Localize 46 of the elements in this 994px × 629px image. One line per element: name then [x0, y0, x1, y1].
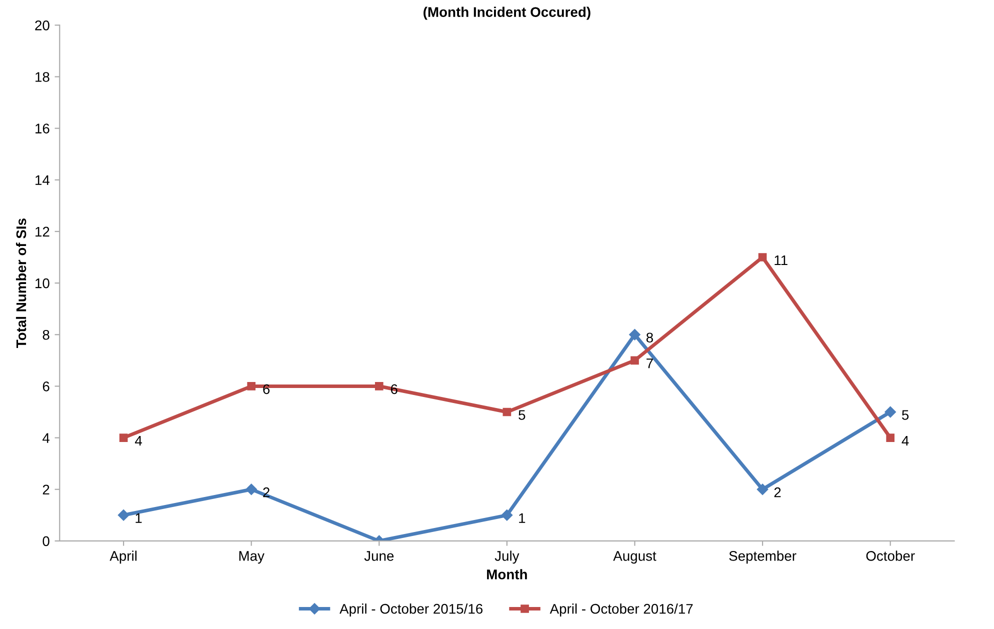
point — [118, 510, 130, 521]
y-tick-label: 18 — [36, 72, 50, 82]
point — [247, 382, 256, 390]
chart-title: (Month Incident Occured) — [424, 6, 590, 20]
data-label: 1 — [136, 513, 142, 523]
x-tick-label: May — [239, 551, 264, 564]
x-tick-label: August — [613, 551, 656, 564]
data-label: 2 — [774, 487, 781, 498]
point — [886, 434, 895, 442]
y-tick-label: 2 — [42, 484, 50, 494]
point — [630, 356, 639, 365]
legend-label: April - October 2015/16 — [340, 604, 483, 616]
data-label: 8 — [646, 332, 653, 343]
x-tick-label: April — [110, 550, 137, 564]
y-tick-label: 10 — [36, 278, 50, 288]
data-label: 1 — [519, 513, 526, 523]
point — [374, 382, 384, 390]
data-label: 4 — [902, 436, 909, 446]
point — [502, 408, 512, 416]
y-tick-label: 8 — [42, 330, 50, 340]
x-tick-label: October — [866, 550, 915, 561]
point — [756, 484, 768, 495]
x-tick-label: September — [729, 550, 796, 564]
y-tick-label: 16 — [36, 124, 50, 134]
y-tick-label: 14 — [36, 175, 50, 185]
data-label: 5 — [902, 410, 909, 420]
y-tick-label: 4 — [42, 433, 50, 443]
x-tick-label: June — [364, 551, 394, 561]
y-tick-label: 0 — [42, 536, 50, 546]
point — [884, 406, 896, 418]
data-label: 7 — [646, 358, 653, 368]
data-label: 4 — [134, 436, 142, 446]
y-tick-label: 6 — [42, 382, 50, 392]
data-label: 5 — [518, 410, 526, 420]
x-axis-title: Month — [487, 569, 527, 580]
y-tick-label: 12 — [36, 226, 50, 237]
point — [758, 253, 767, 262]
point — [629, 329, 640, 340]
y-axis-title: Total Number of SIs — [16, 218, 26, 348]
point — [501, 510, 513, 521]
point — [119, 434, 128, 442]
legend-label: April - October 2016/17 — [550, 604, 693, 616]
x-tick-label: July — [494, 550, 520, 564]
data-label: 11 — [774, 255, 788, 266]
y-tick-label: 20 — [35, 20, 50, 30]
point — [246, 484, 257, 495]
